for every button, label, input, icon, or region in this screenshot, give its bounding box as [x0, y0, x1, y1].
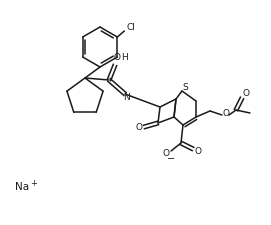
- Text: Cl: Cl: [127, 22, 136, 32]
- Text: O: O: [136, 124, 143, 133]
- Text: +: +: [30, 178, 37, 187]
- Text: H: H: [122, 54, 128, 63]
- Text: O: O: [195, 148, 202, 157]
- Text: Na: Na: [15, 182, 29, 192]
- Text: O: O: [163, 148, 169, 157]
- Text: O: O: [243, 88, 250, 97]
- Text: S: S: [182, 83, 188, 92]
- Text: O: O: [222, 110, 230, 119]
- Text: N: N: [124, 94, 130, 103]
- Text: O: O: [114, 54, 121, 63]
- Text: −: −: [167, 154, 175, 164]
